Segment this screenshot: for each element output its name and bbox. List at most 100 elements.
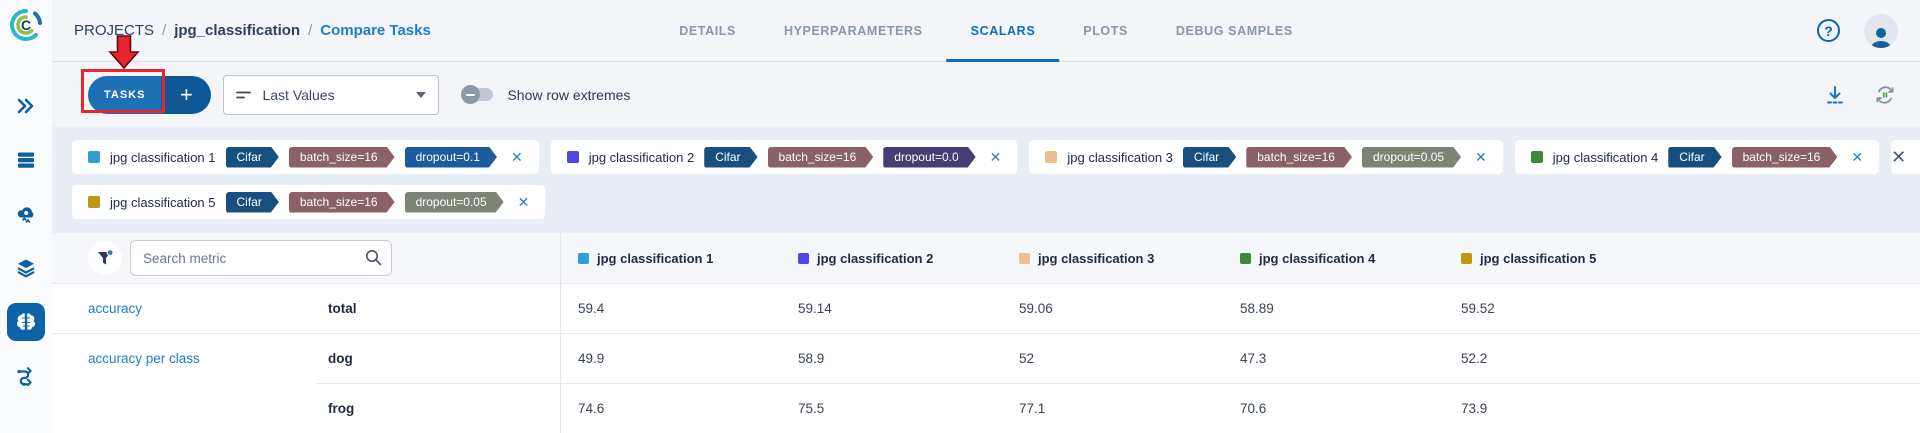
metric-cell: accuracy per class xyxy=(52,333,316,383)
tab-scalars[interactable]: SCALARS xyxy=(946,0,1060,62)
breadcrumb-separator: / xyxy=(308,22,313,39)
table-row: frog 74.6 75.5 77.1 70.6 73.9 xyxy=(52,383,1920,433)
metric-cell: accuracy xyxy=(52,283,316,333)
breadcrumb-projects[interactable]: PROJECTS xyxy=(74,22,155,39)
task-name: jpg classification 2 xyxy=(588,149,695,165)
breadcrumb-project-name[interactable]: jpg_classification xyxy=(174,22,301,39)
column-header: jpg classification 3 xyxy=(1002,233,1223,283)
clearml-logo-icon[interactable]: C xyxy=(7,6,45,49)
server-rack-icon[interactable] xyxy=(7,141,45,179)
toolbar-right-icons xyxy=(1824,84,1920,106)
task-name: jpg classification 5 xyxy=(110,194,216,210)
auto-refresh-icon[interactable] xyxy=(1874,84,1896,106)
column-color-swatch xyxy=(1240,252,1251,264)
breadcrumb-separator: / xyxy=(162,22,167,39)
task-card: jpg classification 5 Cifar batch_size=16 dr… xyxy=(72,185,546,219)
row-extremes-toggle-group: Show row extremes xyxy=(461,85,630,104)
row-filler xyxy=(1665,333,1920,383)
task-card: jpg classification 2 Cifar batch_size=16 dr… xyxy=(550,140,1018,174)
main-content: PROJECTS / jpg_classification / Compare … xyxy=(52,0,1920,433)
task-tag: dropout=0.05 xyxy=(1362,147,1461,168)
value-cell: 59.4 xyxy=(560,283,781,333)
table-row: accuracy per class dog 49.9 58.9 52 47.3 52.2 xyxy=(52,333,1920,383)
task-color-swatch xyxy=(1045,151,1058,163)
scalars-toolbar: TASKS + Last Values Show row extremes xyxy=(52,35,1920,127)
value-cell: 47.3 xyxy=(1223,333,1444,383)
column-color-swatch xyxy=(1461,252,1472,264)
brain-icon[interactable] xyxy=(7,303,45,341)
task-color-swatch xyxy=(88,151,100,163)
breadcrumb: PROJECTS / jpg_classification / Compare … xyxy=(52,22,431,39)
download-icon[interactable] xyxy=(1824,84,1846,106)
task-tag: dropout=0.0 xyxy=(883,147,975,168)
value-cell: 49.9 xyxy=(560,333,781,383)
task-tag: batch_size=16 xyxy=(1246,147,1352,168)
tab-debug-samples[interactable]: DEBUG SAMPLES xyxy=(1175,23,1293,38)
remove-task-icon[interactable]: ✕ xyxy=(1851,148,1864,165)
value-cell: 77.1 xyxy=(1002,383,1223,433)
remove-task-icon[interactable]: ✕ xyxy=(989,148,1002,165)
task-card: jpg classification 1 Cifar batch_size=16 dr… xyxy=(72,140,539,174)
column-color-swatch xyxy=(1019,252,1030,264)
values-mode-selected: Last Values xyxy=(262,86,335,103)
value-cell: 58.89 xyxy=(1223,283,1444,333)
chips-row-1: jpg classification 1 Cifar batch_size=16 dr… xyxy=(72,140,1920,174)
task-tag: Cifar xyxy=(226,192,279,213)
values-mode-dropdown[interactable]: Last Values xyxy=(223,74,440,115)
sidebar-nav xyxy=(7,87,45,395)
value-cell: 59.52 xyxy=(1444,283,1665,333)
remove-task-icon[interactable]: ✕ xyxy=(1475,148,1487,165)
tab-details[interactable]: DETAILS xyxy=(679,23,736,38)
task-tag: Cifar xyxy=(1668,147,1721,168)
remove-task-icon[interactable]: ✕ xyxy=(517,193,530,210)
svg-text:C: C xyxy=(21,17,31,33)
close-compare-bar-icon[interactable]: ✕ xyxy=(1891,146,1907,167)
toggle-knob xyxy=(461,85,481,104)
cloud-gear-icon[interactable] xyxy=(7,195,45,233)
remove-task-icon[interactable]: ✕ xyxy=(510,148,523,165)
table-body: accuracy total 59.4 59.14 59.06 58.89 59.52 acc… xyxy=(52,283,1920,433)
add-task-button[interactable]: + xyxy=(161,75,212,114)
task-tag: batch_size=16 xyxy=(289,147,395,168)
task-tag: Cifar xyxy=(704,147,757,168)
sort-icon xyxy=(236,91,252,98)
value-cell: 70.6 xyxy=(1223,383,1444,433)
double-chevron-right-icon[interactable] xyxy=(7,87,45,125)
layers-icon[interactable] xyxy=(7,249,45,287)
column-header: jpg classification 4 xyxy=(1223,233,1444,283)
value-cell: 73.9 xyxy=(1444,383,1665,433)
dismiss-card: ✕ xyxy=(1891,140,1920,174)
task-name: jpg classification 1 xyxy=(110,149,216,165)
value-cell: 58.9 xyxy=(781,333,1002,383)
column-header: jpg classification 2 xyxy=(781,233,1002,283)
metric-link[interactable]: accuracy xyxy=(88,301,143,316)
metric-search-zone xyxy=(52,233,560,283)
search-box xyxy=(130,240,392,276)
chips-row-2: jpg classification 5 Cifar batch_size=16 dr… xyxy=(72,185,1900,219)
task-tag: dropout=0.1 xyxy=(405,147,497,168)
tab-hyperparameters[interactable]: HYPERPARAMETERS xyxy=(783,23,923,38)
row-filler xyxy=(1665,383,1920,433)
tab-plots[interactable]: PLOTS xyxy=(1083,23,1128,38)
breadcrumb-current: Compare Tasks xyxy=(320,22,431,39)
pipeline-icon[interactable] xyxy=(7,357,45,395)
row-filler xyxy=(1665,283,1920,333)
help-icon[interactable]: ? xyxy=(1817,19,1840,42)
show-row-extremes-toggle[interactable] xyxy=(461,85,494,104)
chevron-down-icon xyxy=(416,91,427,98)
task-name: jpg classification 3 xyxy=(1067,149,1173,165)
tasks-button[interactable]: TASKS xyxy=(88,75,162,114)
search-metric-input[interactable] xyxy=(130,240,392,276)
metric-link[interactable]: accuracy per class xyxy=(88,351,200,366)
task-name: jpg classification 4 xyxy=(1552,149,1659,165)
task-tag: Cifar xyxy=(1183,147,1236,168)
header-right-icons: ? xyxy=(1817,13,1920,48)
left-sidebar: C xyxy=(0,0,52,433)
variant-cell: frog xyxy=(316,383,560,433)
filter-funnel-icon[interactable] xyxy=(88,241,122,275)
value-cell: 74.6 xyxy=(560,383,781,433)
user-avatar-icon[interactable] xyxy=(1864,13,1898,48)
task-tag: Cifar xyxy=(226,147,279,168)
